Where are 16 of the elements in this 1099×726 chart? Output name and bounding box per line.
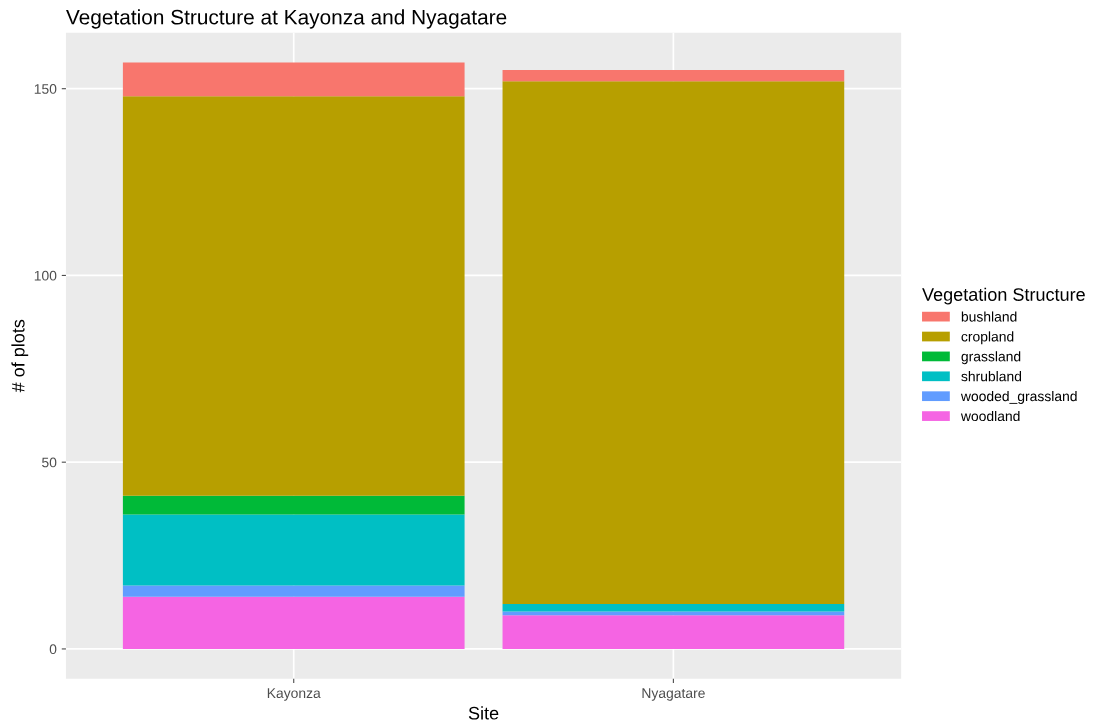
y-tick-label: 100 (34, 270, 57, 281)
legend-label: woodland (960, 410, 1020, 422)
y-tick-label: 0 (49, 644, 57, 655)
y-tick-label: 50 (42, 457, 57, 468)
y-axis-title: # of plots (11, 319, 29, 393)
legend-title: Vegetation Structure (922, 287, 1085, 305)
legend-label: grassland (961, 351, 1021, 365)
x-tick-label: Kayonza (267, 688, 321, 701)
x-tick-label: Nyagatare (642, 688, 705, 701)
legend-label: cropland (961, 331, 1014, 345)
legend-label: wooded_grassland (960, 390, 1077, 404)
legend-label: bushland (961, 311, 1017, 322)
chart-title: Vegetation Structure at Kayonza and Nyagatare (66, 9, 507, 29)
y-tick-label: 150 (34, 84, 57, 94)
legend-label: shrubland (961, 371, 1022, 382)
x-axis-title: Site (468, 706, 499, 720)
